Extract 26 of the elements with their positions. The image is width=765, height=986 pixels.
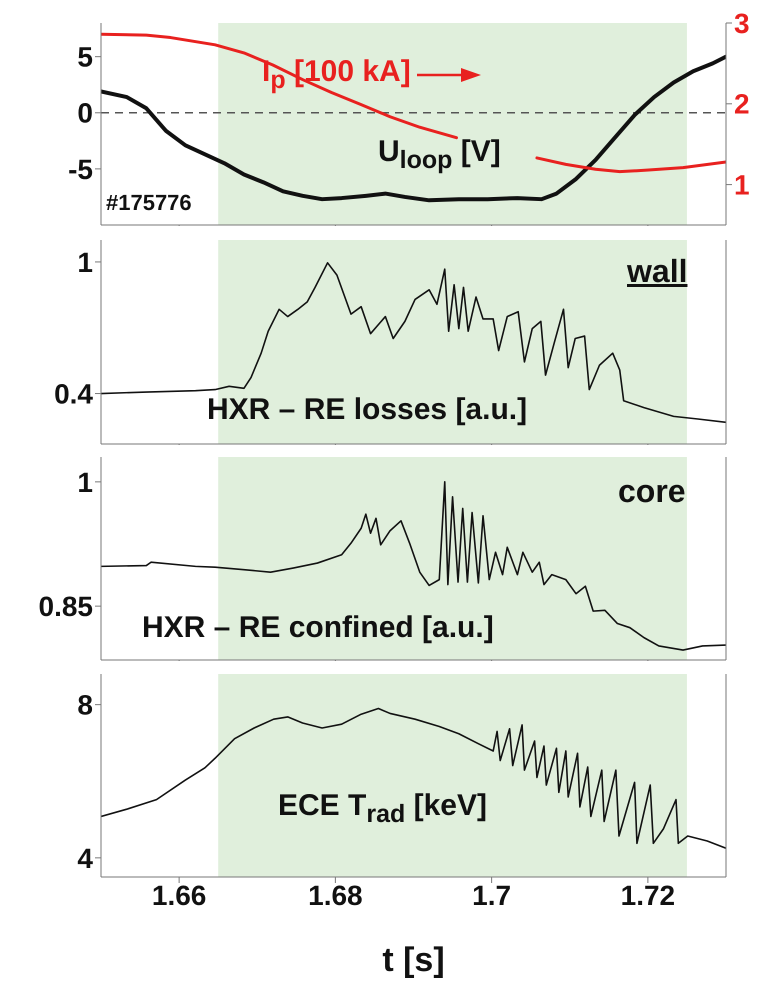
line-series (101, 481, 726, 651)
y-tick-label: 0.4 (54, 378, 94, 410)
y-tick-label: 1 (77, 466, 93, 498)
y-tick-label: 0.85 (38, 591, 93, 622)
series-label: HXR – RE losses [a.u.] (207, 392, 528, 428)
x-axis-title: t [s] (382, 941, 445, 979)
annotation: wall (627, 252, 688, 290)
annotation: #175776 (106, 190, 192, 216)
x-tick-label: 1.68 (308, 880, 363, 911)
y-tick-label: 1 (77, 246, 93, 278)
x-tick-label: 1.7 (472, 880, 512, 911)
line-series (101, 708, 726, 850)
y2-tick-label: 3 (734, 8, 750, 39)
y2-tick-label: 1 (734, 170, 750, 201)
y-tick-label: 8 (77, 690, 93, 721)
x-tick-label: 1.72 (620, 880, 676, 911)
series-label: HXR – RE confined [a.u.] (142, 610, 494, 646)
y-tick-label: 5 (77, 42, 93, 73)
series-label: U$_{loop}$ [V] (378, 134, 501, 175)
annotation: core (618, 472, 686, 510)
y2-tick-label: 2 (734, 88, 750, 120)
y-tick-label: -5 (68, 154, 93, 185)
y-tick-label: 0 (77, 98, 93, 129)
x-tick-label: 1.66 (152, 880, 206, 911)
y-tick-label: 4 (77, 842, 94, 874)
series-label: ECE T$_{rad}$ [keV] (278, 788, 487, 829)
